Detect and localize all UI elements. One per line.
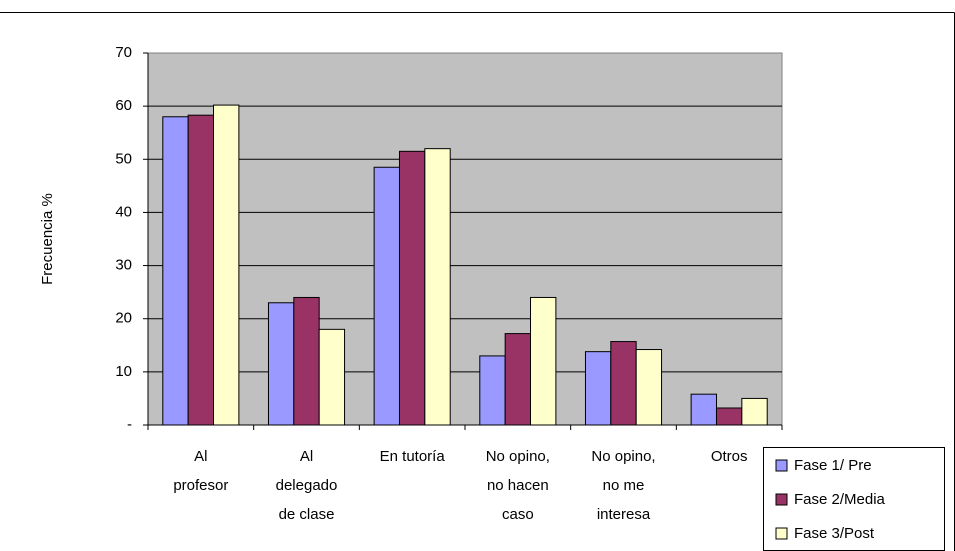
y-tick-label: 40 [115, 203, 132, 220]
legend-swatch [775, 493, 788, 506]
y-tick-label: 70 [115, 44, 132, 61]
x-tick-label: Al delegado de clase [276, 448, 338, 523]
bar [318, 328, 346, 426]
x-tick-label-line: En tutoría [380, 448, 446, 465]
bar [187, 114, 215, 426]
y-tick-label: 60 [115, 97, 132, 114]
bar [741, 397, 768, 426]
bar [635, 349, 663, 426]
bar [715, 407, 743, 426]
x-tick-label-line: no hacen [487, 477, 549, 494]
x-tick-label-line: Otros [711, 448, 748, 465]
legend-swatch [775, 527, 788, 540]
x-tick-label: En tutoría [380, 448, 446, 465]
y-tick-label: 20 [115, 310, 132, 327]
bar [267, 302, 295, 426]
x-tick-label-line: profesor [173, 477, 228, 494]
y-tick-label: 30 [115, 257, 132, 274]
bar [530, 296, 557, 426]
plot-area [147, 52, 783, 426]
x-tick-label-line: No opino, [591, 448, 655, 465]
legend-label: Fase 1/ Pre [794, 457, 872, 474]
y-tick-label: 50 [115, 150, 132, 167]
x-tick-label: Al profesor [173, 448, 228, 494]
bar [424, 148, 451, 426]
x-tick-label-line: delegado [276, 477, 338, 494]
bar [610, 341, 637, 426]
y-tick-label: - [127, 416, 132, 433]
bar [373, 166, 400, 426]
legend-label: Fase 2/Media [794, 491, 886, 508]
x-tick-label-line: caso [502, 506, 534, 523]
y-tick-label: 10 [115, 363, 132, 380]
y-axis-title: Frecuencia % [39, 193, 56, 285]
bar [293, 296, 320, 426]
x-tick-label-line: no me [603, 477, 645, 494]
x-tick-label-line: Al [194, 448, 207, 465]
bar [479, 355, 506, 426]
legend-label: Fase 3/Post [794, 525, 875, 542]
bar [504, 333, 532, 426]
x-tick-label-line: No opino, [486, 448, 550, 465]
x-tick-label-line: interesa [597, 506, 651, 523]
bar [213, 104, 240, 426]
legend-swatch [775, 459, 788, 472]
x-tick-label: No opino, no hacen caso [486, 448, 550, 523]
legend-box [763, 447, 945, 551]
x-tick-label-line: de clase [279, 506, 335, 523]
bar [398, 150, 426, 426]
bar [584, 351, 612, 426]
x-tick-label: No opino, no me interesa [591, 448, 655, 523]
bar [690, 393, 717, 426]
x-tick-label-line: Al [300, 448, 313, 465]
bar [162, 116, 189, 426]
x-tick-label: Otros [711, 448, 748, 465]
